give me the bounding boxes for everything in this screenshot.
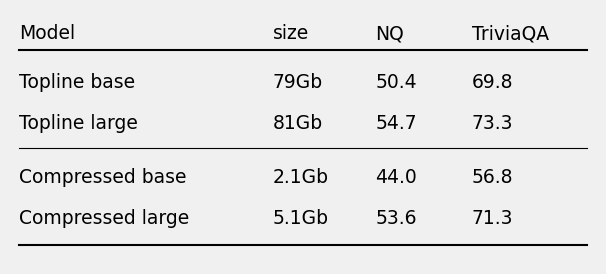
Text: 53.6: 53.6: [375, 209, 417, 228]
Text: TriviaQA: TriviaQA: [472, 24, 549, 44]
Text: NQ: NQ: [375, 24, 404, 44]
Text: 54.7: 54.7: [375, 114, 417, 133]
Text: 2.1Gb: 2.1Gb: [273, 168, 329, 187]
Text: 50.4: 50.4: [375, 73, 417, 92]
Text: Compressed base: Compressed base: [19, 168, 187, 187]
Text: size: size: [273, 24, 309, 44]
Text: 5.1Gb: 5.1Gb: [273, 209, 329, 228]
Text: Topline base: Topline base: [19, 73, 136, 92]
Text: 69.8: 69.8: [472, 73, 513, 92]
Text: 56.8: 56.8: [472, 168, 513, 187]
Text: 44.0: 44.0: [375, 168, 417, 187]
Text: 73.3: 73.3: [472, 114, 513, 133]
Text: 71.3: 71.3: [472, 209, 513, 228]
Text: Topline large: Topline large: [19, 114, 138, 133]
Text: 81Gb: 81Gb: [273, 114, 323, 133]
Text: Compressed large: Compressed large: [19, 209, 190, 228]
Text: 79Gb: 79Gb: [273, 73, 323, 92]
Text: Model: Model: [19, 24, 76, 44]
